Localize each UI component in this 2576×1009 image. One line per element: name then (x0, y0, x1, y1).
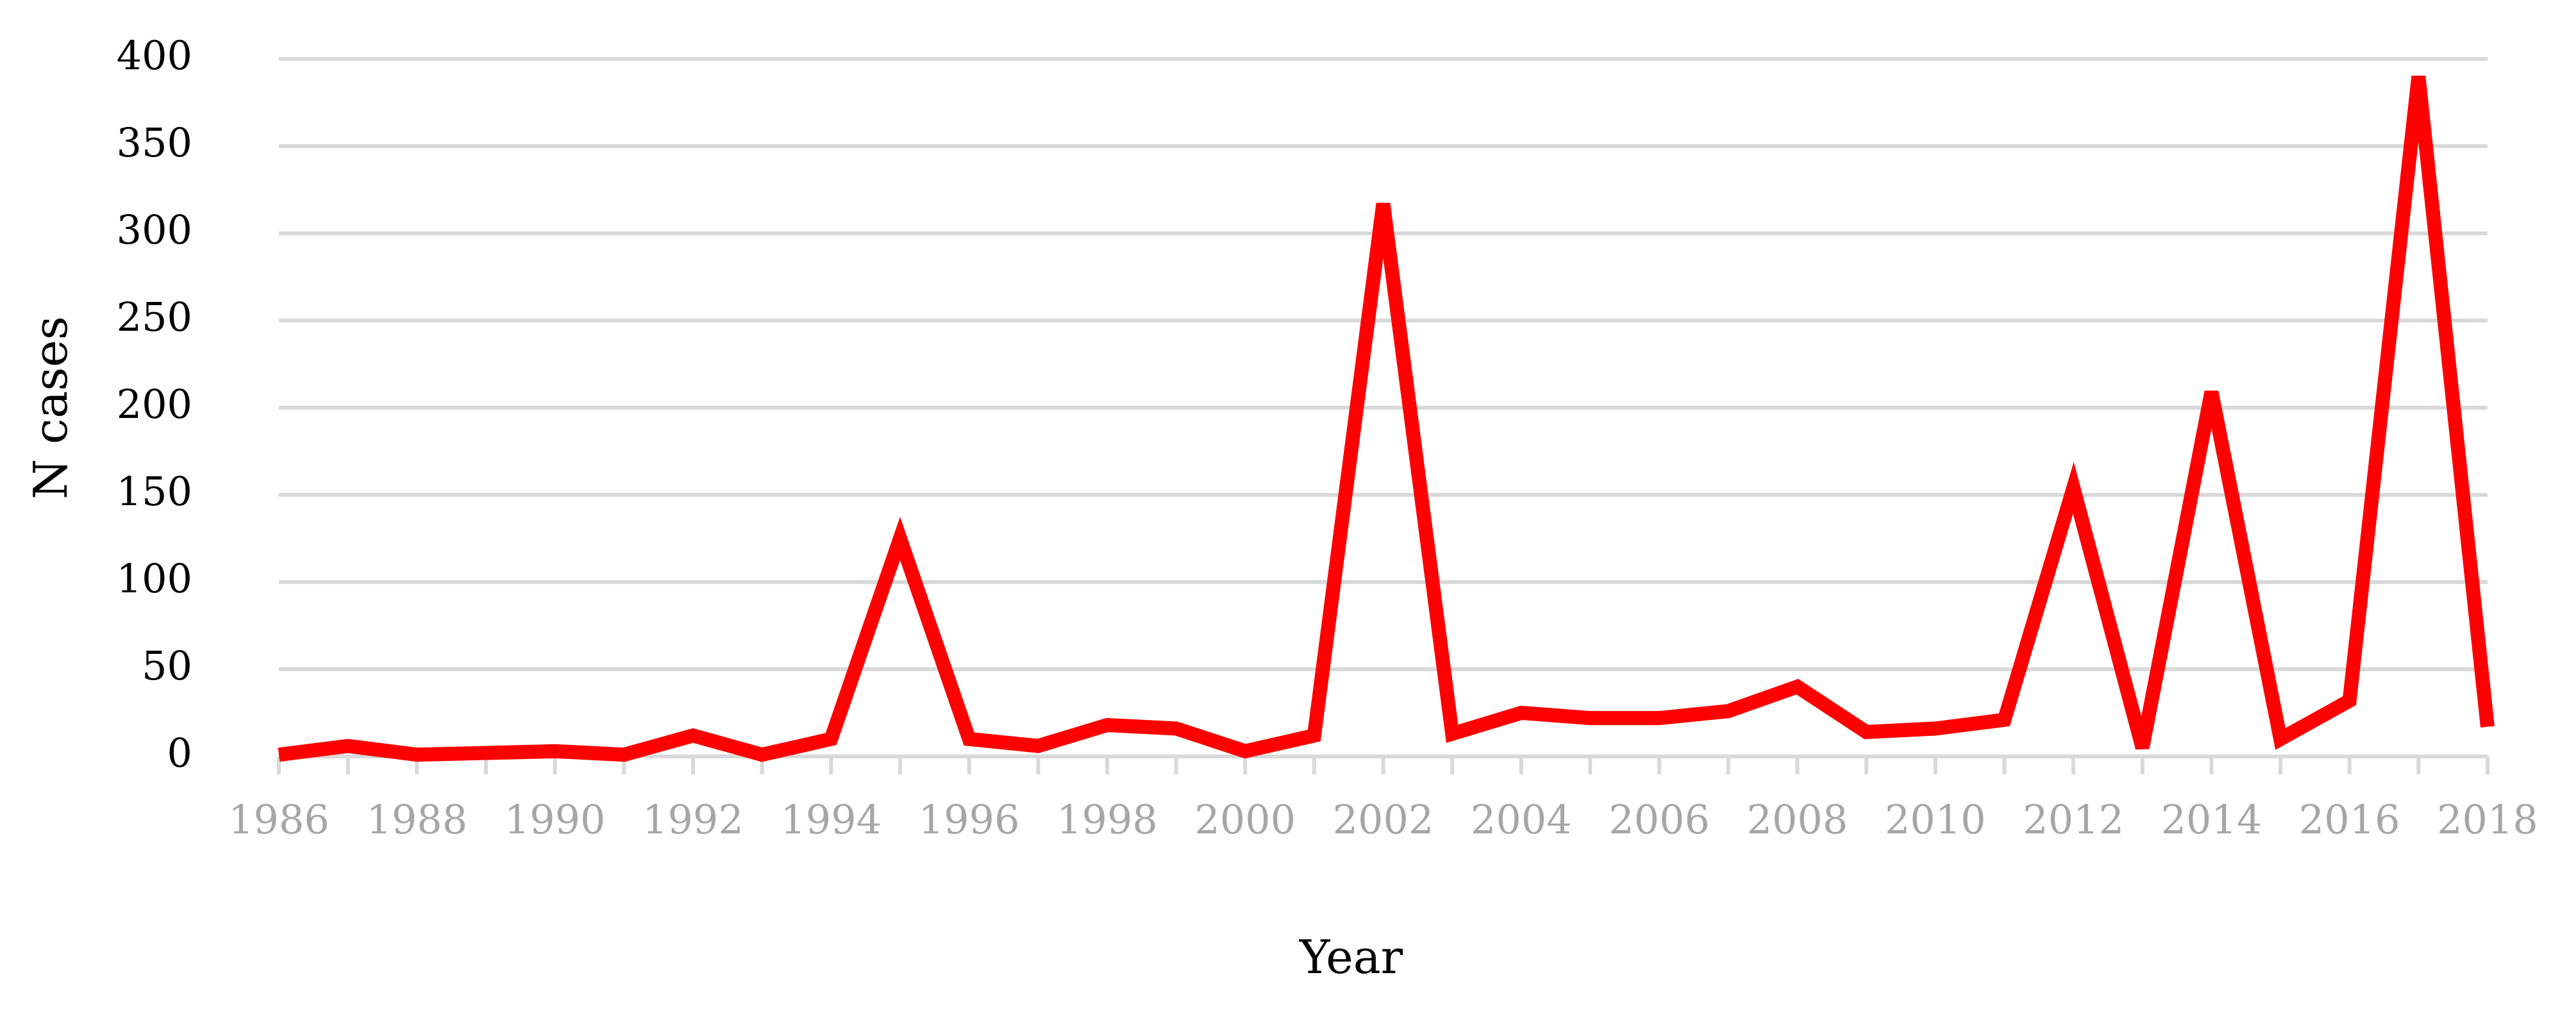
y-tick-label: 250 (117, 294, 192, 340)
x-tick-label: 2000 (1194, 796, 1296, 843)
x-tick-label: 1998 (1057, 796, 1158, 843)
x-tick-label: 2014 (2161, 796, 2262, 843)
y-tick-label: 0 (167, 730, 192, 776)
y-axis-title: N cases (24, 316, 78, 499)
y-tick-label: 50 (142, 642, 192, 689)
x-tick-label: 2016 (2299, 796, 2400, 843)
series-line-0 (278, 75, 2495, 762)
x-tick-label: 1994 (780, 796, 882, 843)
x-tick-label: 2004 (1471, 796, 1572, 843)
x-tick-label: 2010 (1885, 796, 1986, 843)
y-tick-label: 150 (117, 468, 192, 515)
gridlines (279, 57, 2488, 671)
x-tick-label: 2006 (1609, 796, 1710, 843)
y-tick-label: 350 (117, 119, 192, 166)
y-tick-label: 400 (117, 32, 192, 79)
x-tick-label: 1996 (919, 796, 1020, 843)
x-tick-label: 1992 (642, 796, 744, 843)
series-layer (278, 75, 2495, 762)
x-tick-label: 1988 (366, 796, 467, 843)
x-tick-labels: 1986 1988 1990 1992 1994 1996 1998 2000 2002 2004… (228, 796, 2538, 843)
x-tick-label: 2018 (2437, 796, 2538, 843)
x-tick-label: 2002 (1333, 796, 1434, 843)
x-tick-label: 1986 (228, 796, 330, 843)
x-tick-label: 2008 (1747, 796, 1848, 843)
y-tick-label: 300 (117, 206, 192, 253)
x-tick-label: 1990 (505, 796, 606, 843)
x-tick-label: 2012 (2023, 796, 2124, 843)
y-tick-label: 200 (117, 381, 192, 428)
x-axis-title: Year (1299, 930, 1403, 984)
y-tick-label: 100 (117, 555, 192, 602)
y-tick-labels: 0 50 100 150 200 250 300 350 400 (117, 32, 192, 776)
